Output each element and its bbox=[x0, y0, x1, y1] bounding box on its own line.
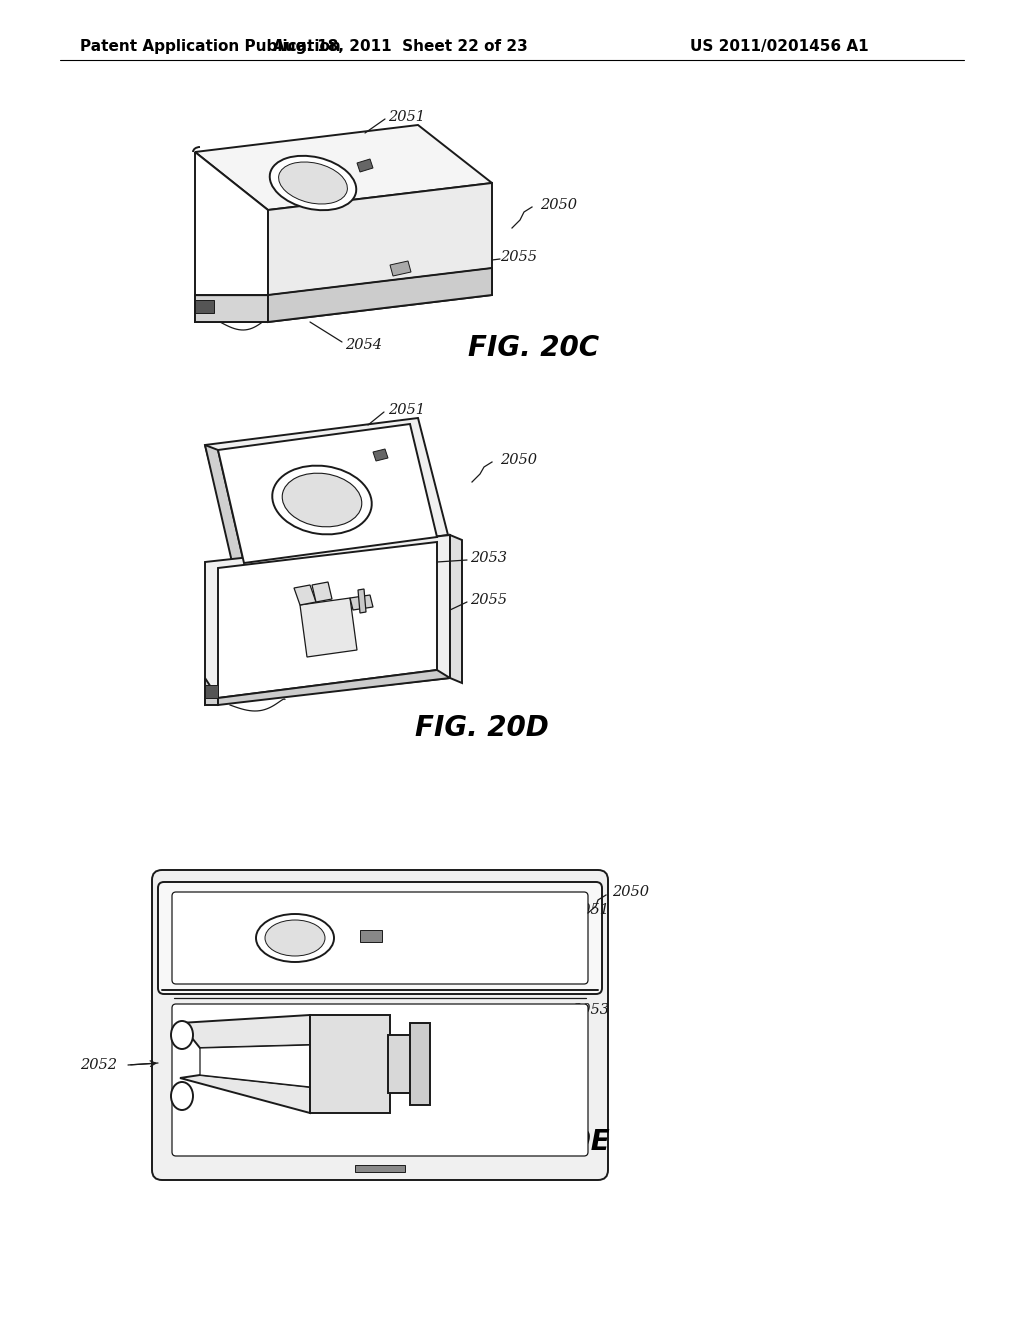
Polygon shape bbox=[205, 535, 450, 705]
Text: Aug. 18, 2011  Sheet 22 of 23: Aug. 18, 2011 Sheet 22 of 23 bbox=[272, 38, 527, 54]
Polygon shape bbox=[373, 449, 388, 461]
FancyBboxPatch shape bbox=[158, 882, 602, 994]
Polygon shape bbox=[312, 582, 332, 602]
Text: 2055: 2055 bbox=[500, 249, 537, 264]
Ellipse shape bbox=[265, 920, 325, 956]
Ellipse shape bbox=[279, 162, 347, 205]
Polygon shape bbox=[205, 445, 244, 564]
Polygon shape bbox=[205, 418, 449, 562]
Polygon shape bbox=[218, 671, 450, 705]
Polygon shape bbox=[195, 152, 268, 322]
Polygon shape bbox=[268, 268, 492, 322]
Text: 2053: 2053 bbox=[470, 550, 507, 565]
Ellipse shape bbox=[269, 156, 356, 210]
Polygon shape bbox=[357, 158, 373, 172]
Polygon shape bbox=[180, 1074, 310, 1113]
Polygon shape bbox=[218, 424, 437, 564]
Polygon shape bbox=[358, 589, 366, 612]
Polygon shape bbox=[355, 1166, 406, 1172]
Polygon shape bbox=[294, 585, 316, 605]
Text: 2051: 2051 bbox=[572, 903, 609, 917]
Text: 2050: 2050 bbox=[540, 198, 577, 213]
Text: 2050: 2050 bbox=[612, 884, 649, 899]
Polygon shape bbox=[200, 1045, 310, 1086]
Polygon shape bbox=[268, 183, 492, 322]
Polygon shape bbox=[195, 125, 492, 210]
FancyBboxPatch shape bbox=[152, 870, 608, 1180]
Ellipse shape bbox=[256, 913, 334, 962]
Polygon shape bbox=[388, 1035, 428, 1093]
Polygon shape bbox=[218, 543, 437, 698]
Text: 2053: 2053 bbox=[572, 1003, 609, 1016]
Text: 2054: 2054 bbox=[345, 338, 382, 352]
Text: 2051: 2051 bbox=[388, 110, 425, 124]
Polygon shape bbox=[360, 931, 382, 942]
Polygon shape bbox=[300, 598, 357, 657]
Polygon shape bbox=[450, 535, 462, 682]
FancyBboxPatch shape bbox=[172, 1005, 588, 1156]
Text: 2055: 2055 bbox=[470, 593, 507, 607]
Polygon shape bbox=[195, 300, 214, 313]
Ellipse shape bbox=[272, 466, 372, 535]
Polygon shape bbox=[205, 678, 218, 705]
Polygon shape bbox=[410, 1023, 430, 1105]
Text: FIG. 20C: FIG. 20C bbox=[468, 334, 599, 362]
Polygon shape bbox=[390, 261, 411, 276]
Ellipse shape bbox=[171, 1020, 193, 1049]
Text: Patent Application Publication: Patent Application Publication bbox=[80, 38, 341, 54]
Ellipse shape bbox=[283, 473, 361, 527]
Text: 2050: 2050 bbox=[500, 453, 537, 467]
Text: 2051: 2051 bbox=[388, 403, 425, 417]
FancyBboxPatch shape bbox=[172, 892, 588, 983]
Polygon shape bbox=[195, 294, 268, 322]
Text: US 2011/0201456 A1: US 2011/0201456 A1 bbox=[690, 38, 868, 54]
Text: FIG. 20E: FIG. 20E bbox=[480, 1129, 609, 1156]
Polygon shape bbox=[205, 685, 218, 698]
Polygon shape bbox=[180, 1015, 310, 1048]
Text: FIG. 20D: FIG. 20D bbox=[415, 714, 549, 742]
Polygon shape bbox=[350, 595, 373, 610]
Ellipse shape bbox=[171, 1082, 193, 1110]
Polygon shape bbox=[310, 1015, 390, 1113]
Text: 2052: 2052 bbox=[80, 1059, 117, 1072]
